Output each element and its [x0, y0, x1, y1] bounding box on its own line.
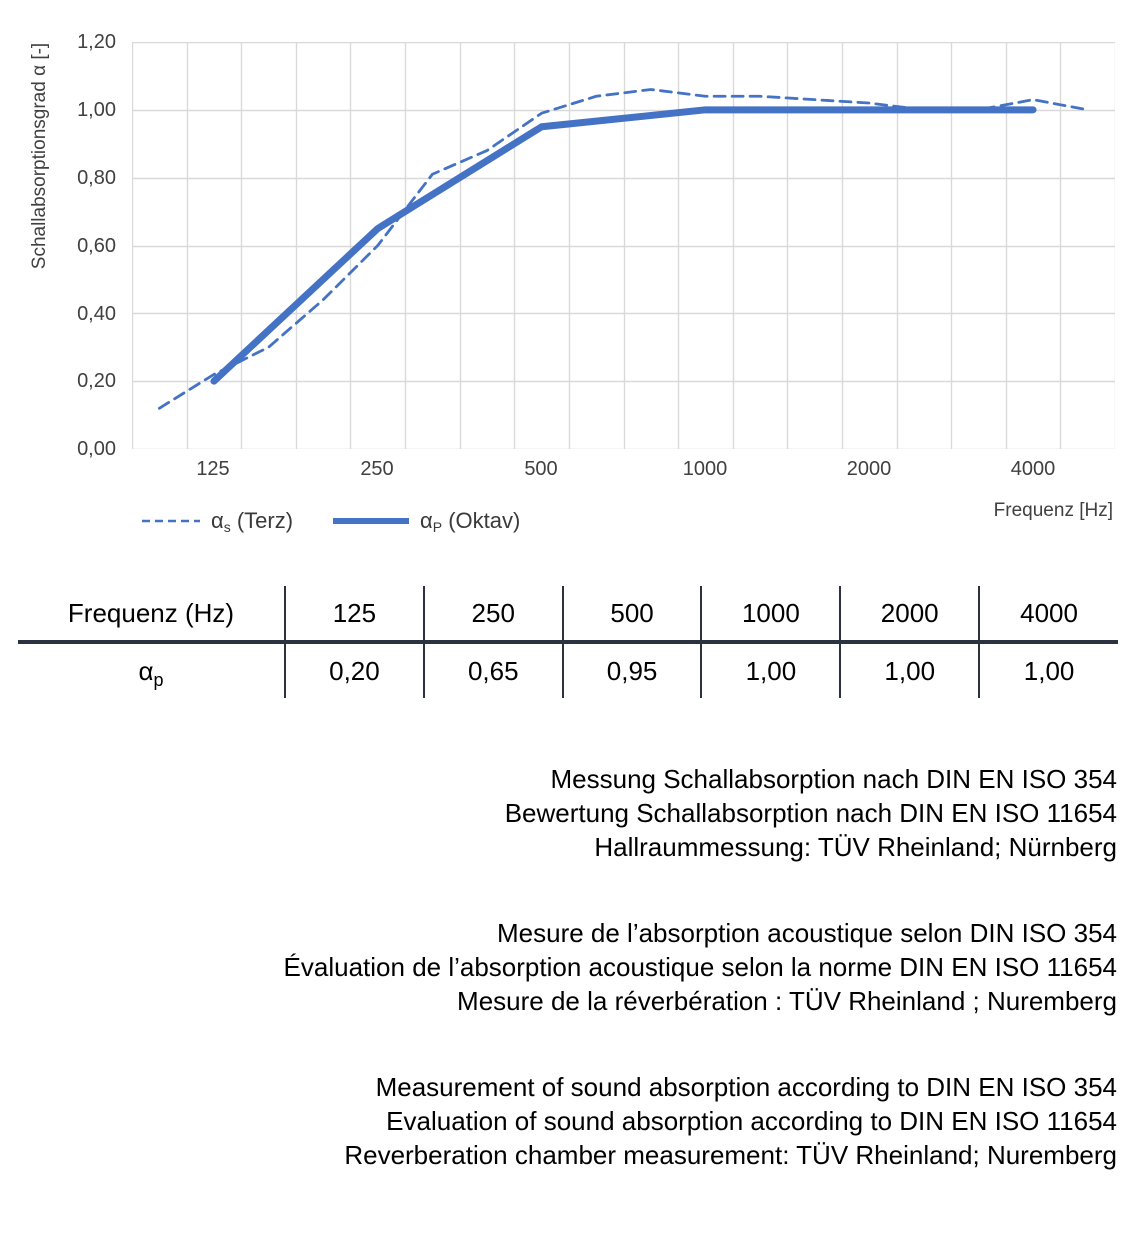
legend-entry-oktav: αP (Oktav) [331, 508, 521, 535]
table-header-cell: 250 [422, 586, 563, 644]
notes-german: Messung Schallabsorption nach DIN EN ISO… [0, 762, 1135, 864]
legend-solid-line-icon [333, 518, 410, 524]
table-header-cell: 4000 [978, 586, 1118, 644]
legend-label-terz: αs (Terz) [211, 508, 294, 535]
y-axis-tick-labels: 1,20 1,00 0,80 0,60 0,40 0,20 0,00 [0, 0, 132, 470]
x-tick-label: 1000 [682, 458, 728, 480]
notes-english: Measurement of sound absorption accordin… [0, 1070, 1135, 1172]
notes-french: Mesure de l’absorption acoustique selon … [0, 916, 1135, 1018]
note-line: Évaluation de l’absorption acoustique se… [283, 952, 1117, 982]
table-header-cell: 500 [561, 586, 702, 644]
y-tick-label: 1,00 [77, 99, 116, 121]
absorption-data-table: Frequenz (Hz) 125 250 500 1000 2000 4000… [0, 586, 1135, 706]
x-tick-label: 125 [196, 458, 230, 480]
legend-dashed-line-icon [142, 519, 200, 523]
note-line: Evaluation of sound absorption according… [386, 1106, 1117, 1136]
table-data-cell: 0,65 [422, 642, 563, 698]
table-data-cell: 1,00 [839, 642, 980, 698]
table-row: αp 0,20 0,65 0,95 1,00 1,00 1,00 [18, 642, 1118, 698]
y-tick-label: 0,40 [77, 303, 116, 325]
x-axis-tick-labels: 125 250 500 1000 2000 4000 [132, 455, 1115, 489]
y-tick-label: 0,60 [77, 235, 116, 257]
table-header-cell: 125 [284, 586, 424, 644]
absorption-chart: Schallabsorptionsgrad α [-] 1,20 1,00 0,… [0, 0, 1135, 560]
note-line: Messung Schallabsorption nach DIN EN ISO… [550, 764, 1117, 794]
x-tick-label: 4000 [1010, 458, 1056, 480]
table-data-cell: 0,95 [561, 642, 702, 698]
plot-area [132, 42, 1115, 449]
y-tick-label: 0,00 [77, 438, 116, 460]
table-header-cell: 1000 [700, 586, 841, 644]
table-row-label-alpha-p: αp [138, 655, 164, 690]
note-line: Reverberation chamber measurement: TÜV R… [344, 1140, 1117, 1170]
table-data-cell: 1,00 [978, 642, 1118, 698]
table-header-frequency: Frequenz (Hz) [18, 586, 285, 644]
table-data-cell: 0,20 [284, 642, 424, 698]
legend-label-oktav: αP (Oktav) [420, 508, 521, 535]
chart-legend: αs (Terz) αP (Oktav) [140, 508, 521, 535]
note-line: Bewertung Schallabsorption nach DIN EN I… [504, 798, 1117, 828]
legend-entry-terz: αs (Terz) [140, 508, 294, 535]
x-axis-title: Frequenz [Hz] [993, 500, 1113, 521]
series-lines [157, 88, 1090, 410]
note-line: Mesure de la réverbération : TÜV Rheinla… [457, 986, 1117, 1016]
note-line: Hallraummessung: TÜV Rheinland; Nürnberg [594, 832, 1117, 862]
standards-notes: Messung Schallabsorption nach DIN EN ISO… [0, 762, 1135, 1224]
y-tick-label: 0,80 [77, 167, 116, 189]
x-tick-label: 250 [360, 458, 394, 480]
y-tick-label: 1,20 [77, 31, 116, 53]
note-line: Mesure de l’absorption acoustique selon … [496, 918, 1117, 948]
table-row: Frequenz (Hz) 125 250 500 1000 2000 4000 [18, 586, 1118, 644]
note-line: Measurement of sound absorption accordin… [375, 1072, 1117, 1102]
y-tick-label: 0,20 [77, 370, 116, 392]
x-tick-label: 500 [524, 458, 558, 480]
table-header-cell: 2000 [839, 586, 980, 644]
x-tick-label: 2000 [846, 458, 892, 480]
table-data-cell: 1,00 [700, 642, 841, 698]
